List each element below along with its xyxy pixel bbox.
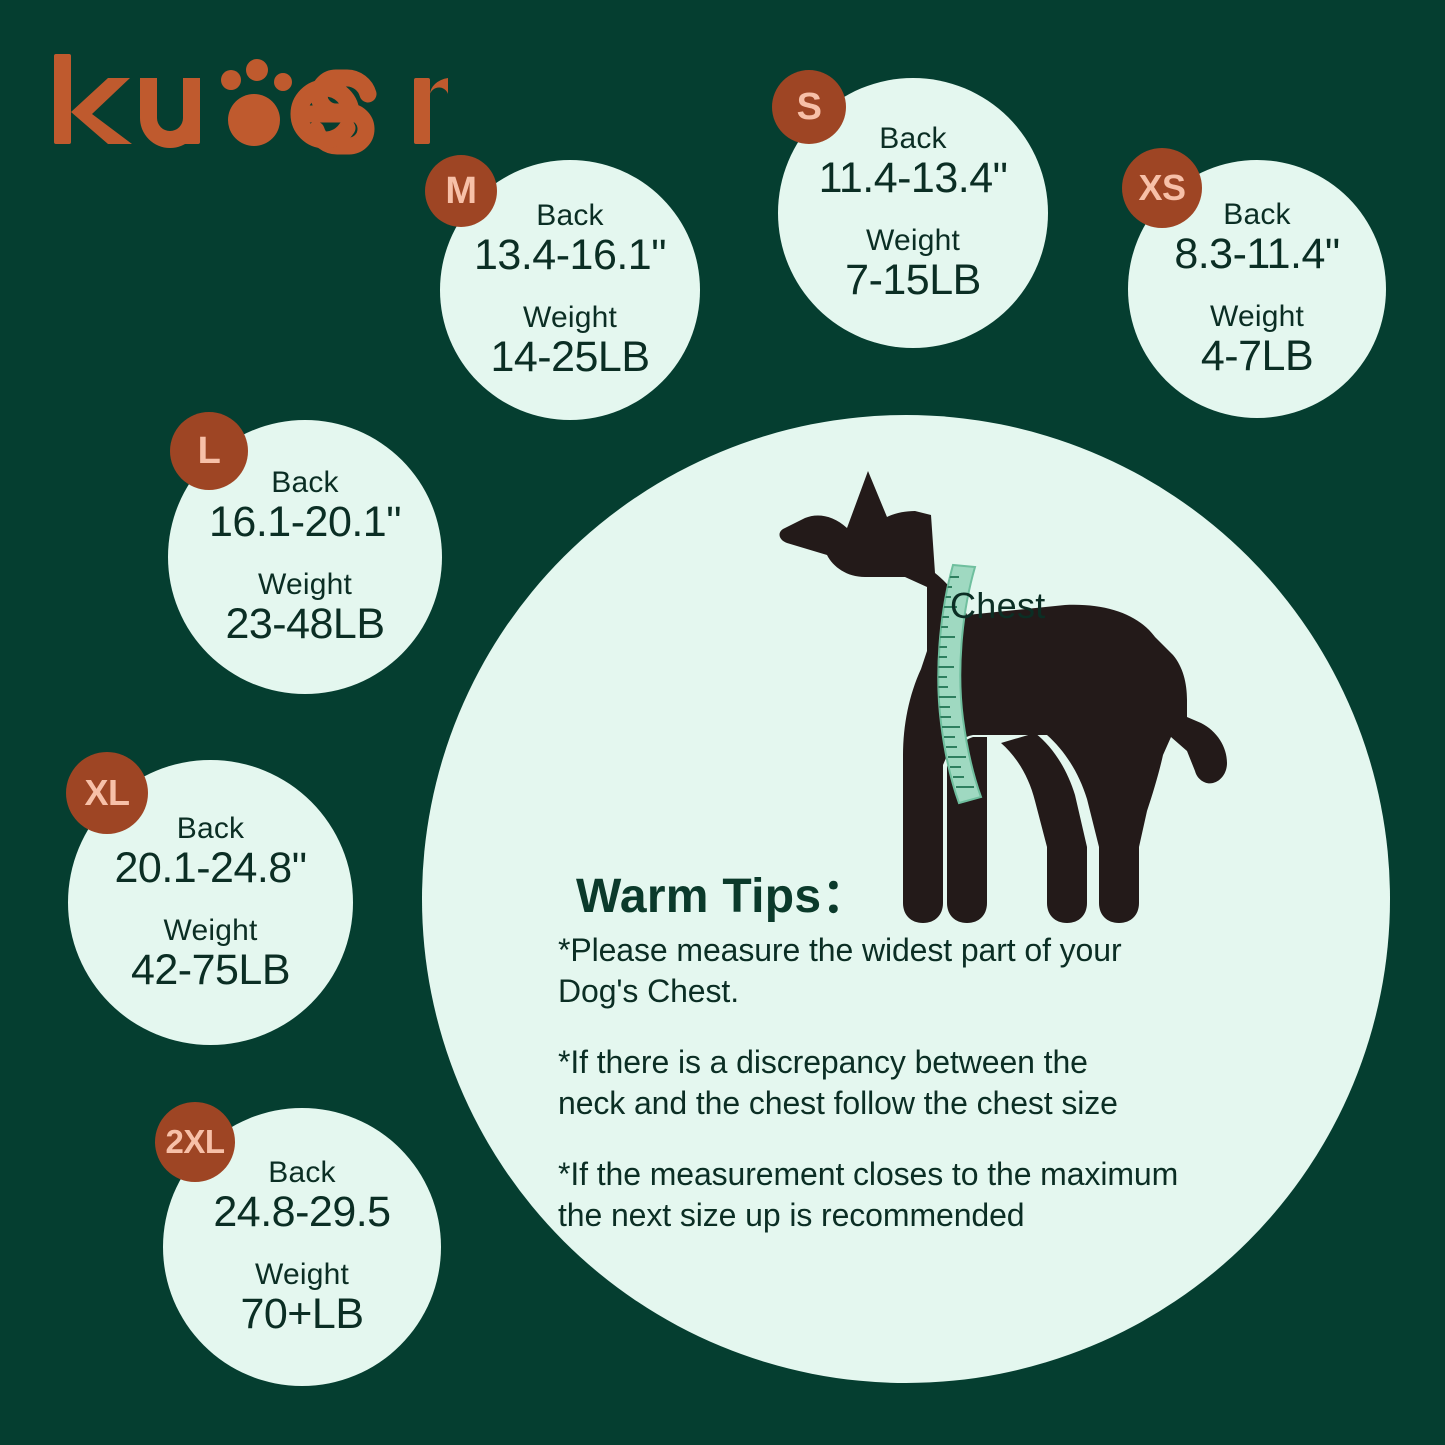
size-badge-2XL: 2XL — [155, 1102, 235, 1182]
size-badge-M: M — [425, 155, 497, 227]
size-badge-label: XL — [84, 772, 130, 813]
size-badge-XS: XS — [1122, 148, 1202, 228]
warm-tips-title: Warm Tips： — [576, 870, 870, 923]
brand-logo — [48, 52, 448, 172]
back-label: Back — [271, 466, 339, 499]
weight-label: Weight — [522, 301, 618, 334]
back-label: Back — [1223, 198, 1291, 231]
weight-label: Weight — [1209, 300, 1305, 333]
back-value: 8.3-11.4" — [1174, 230, 1340, 278]
size-badge-label: M — [445, 169, 477, 212]
size-badge-label: 2XL — [165, 1123, 225, 1160]
chest-tape-icon — [937, 563, 983, 805]
warm-tip-item: *Please measure the widest part of your … — [558, 932, 1122, 1009]
back-value: 11.4-13.4" — [818, 154, 1008, 202]
chest-label: Chest — [950, 585, 1046, 626]
back-value: 20.1-24.8" — [114, 843, 307, 892]
warm-tip-item: *If the measurement closes to the maximu… — [558, 1155, 1179, 1233]
weight-value: 23-48LB — [225, 600, 385, 648]
weight-value: 14-25LB — [490, 333, 650, 381]
weight-label: Weight — [865, 224, 961, 257]
dog-illustration — [735, 455, 1255, 945]
size-badge-L: L — [170, 412, 248, 490]
back-label: Back — [268, 1156, 336, 1189]
size-badge-label: XS — [1138, 167, 1186, 208]
weight-value: 7-15LB — [845, 256, 981, 304]
back-label: Back — [879, 122, 947, 155]
back-label: Back — [176, 811, 245, 845]
size-badge-label: S — [796, 85, 822, 128]
size-badge-XL: XL — [66, 752, 148, 834]
weight-label: Weight — [254, 1258, 350, 1291]
size-bubble-S: Back 11.4-13.4" Weight 7-15LB — [778, 78, 1048, 348]
back-value: 16.1-20.1" — [209, 498, 401, 546]
weight-label: Weight — [163, 913, 258, 947]
back-value: 24.8-29.5 — [213, 1188, 391, 1236]
back-label: Back — [536, 199, 604, 232]
size-bubble-M: Back 13.4-16.1" Weight 14-25LB — [440, 160, 700, 420]
weight-value: 42-75LB — [130, 945, 291, 994]
kuoser-logo-icon — [54, 54, 448, 155]
weight-value: 4-7LB — [1200, 332, 1314, 380]
size-badge-label: L — [197, 429, 221, 472]
back-value: 13.4-16.1" — [474, 231, 666, 279]
weight-value: 70+LB — [240, 1290, 364, 1338]
weight-label: Weight — [257, 568, 353, 601]
size-badge-S: S — [772, 70, 846, 144]
warm-tip-item: *If there is a discrepancy between the n… — [558, 1043, 1118, 1121]
warm-tips-list: *Please measure the widest part of your … — [558, 930, 1288, 1236]
